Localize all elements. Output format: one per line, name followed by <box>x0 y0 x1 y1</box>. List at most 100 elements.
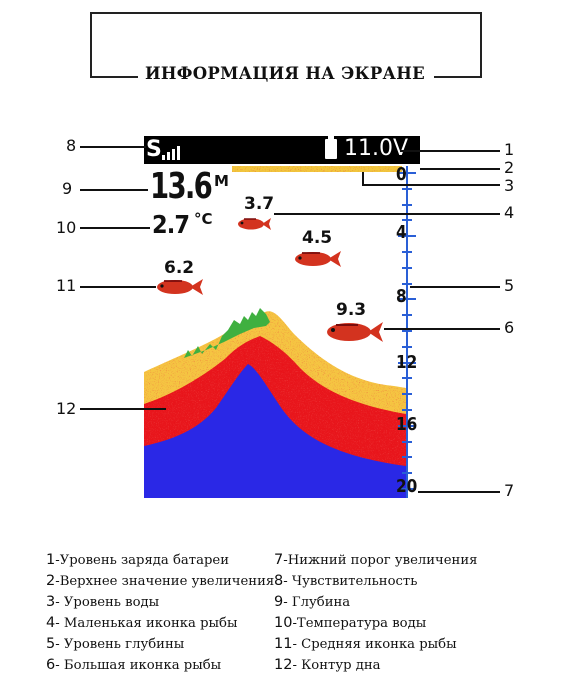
callout-number: 11 <box>56 276 77 295</box>
depth-scale-tick <box>402 314 412 317</box>
legend-item-number: 3 <box>46 594 56 610</box>
legend-item: 2-Верхнее значение увеличения <box>46 573 274 594</box>
legend-item: 7-Нижний порог увеличения <box>274 552 477 573</box>
callout-number: 2 <box>504 158 515 177</box>
depth-scale-label: 4 <box>396 222 407 243</box>
depth-value: 13.6 <box>150 166 213 207</box>
depth-scale-label: 8 <box>396 286 407 307</box>
legend-item-number: 9 <box>274 594 284 610</box>
legend-item-text: -Уровень заряда батареи <box>55 553 229 568</box>
legend-item-number: 1 <box>46 552 56 568</box>
legend-left: 1-Уровень заряда батареи 2-Верхнее значен… <box>46 552 274 678</box>
water-temperature-value: 2.7 <box>152 210 190 239</box>
depth-scale-tick <box>402 472 412 475</box>
callout-line <box>418 491 500 493</box>
legend-item-number: 6 <box>46 657 56 673</box>
large-fish-icon <box>327 322 383 342</box>
legend-item: 4- Маленькая иконка рыбы <box>46 615 274 636</box>
depth-scale-tick <box>402 377 412 380</box>
fishfinder-screen: S 11.0V 13.6 M 2.7 °C 3.7 4.5 6.2 9.3 0 … <box>144 136 420 498</box>
callout-line <box>384 328 500 330</box>
callout-line <box>420 168 500 170</box>
legend-item-text: -Температура воды <box>292 616 427 631</box>
legend-item: 11- Средняя иконка рыбы <box>274 636 477 657</box>
legend-item-text: -Верхнее значение увеличения <box>55 574 275 589</box>
callout-line <box>362 172 364 184</box>
legend-item-number: 7 <box>274 552 284 568</box>
legend-item-number: 11 <box>274 636 293 652</box>
medium-fish-icon <box>295 251 341 267</box>
callout-line <box>274 213 500 215</box>
depth-scale-tick <box>398 488 416 490</box>
callout-number: 7 <box>504 481 515 500</box>
legend-item: 12- Контур дна <box>274 657 477 678</box>
depth-scale-label: 0 <box>396 164 407 185</box>
sensitivity-indicator: S <box>146 137 162 162</box>
callout-line <box>80 286 156 288</box>
legend-item-text: - Большая иконка рыбы <box>55 658 222 673</box>
depth-scale-tick <box>402 456 412 459</box>
legend-item-text: - Маленькая иконка рыбы <box>55 616 238 631</box>
legend-item-number: 4 <box>46 615 56 631</box>
callout-line <box>80 189 148 191</box>
legend-item-text: -Нижний порог увеличения <box>283 553 478 568</box>
legend-item: 3- Уровень воды <box>46 594 274 615</box>
legend-item-number: 8 <box>274 573 284 589</box>
water-temperature-unit: °C <box>194 210 213 228</box>
callout-number: 9 <box>62 179 73 198</box>
depth-scale-tick <box>402 266 412 269</box>
depth-scale-label: 20 <box>396 476 418 497</box>
medium-fish-icon <box>157 279 203 295</box>
small-fish-icon <box>238 218 271 230</box>
legend-right: 7-Нижний порог увеличения 8- Чувствительн… <box>274 552 477 678</box>
legend-item-text: - Контур дна <box>292 658 381 673</box>
depth-scale-tick <box>402 393 412 396</box>
callout-number: 12 <box>56 399 77 418</box>
callout-number: 5 <box>504 276 515 295</box>
fish-depth-label: 6.2 <box>164 258 195 278</box>
callout-line <box>410 286 500 288</box>
callout-number: 8 <box>66 136 77 155</box>
battery-voltage: 11.0V <box>344 136 409 161</box>
legend-item: 8- Чувствительность <box>274 573 477 594</box>
legend-item: 9- Глубина <box>274 594 477 615</box>
battery-icon <box>325 136 337 159</box>
signal-bars-icon <box>162 142 184 160</box>
depth-scale-tick <box>398 172 416 174</box>
callout-number: 4 <box>504 203 515 222</box>
legend-item-number: 12 <box>274 657 293 673</box>
depth-scale-line <box>406 166 408 498</box>
depth-scale-label: 12 <box>396 352 418 373</box>
depth-scale-tick <box>402 282 412 285</box>
depth-scale-tick <box>402 409 412 411</box>
legend-item: 1-Уровень заряда батареи <box>46 552 274 573</box>
callout-number: 6 <box>504 318 515 337</box>
legend-item-text: - Уровень воды <box>55 595 160 610</box>
depth-scale-label: 16 <box>396 414 418 435</box>
legend-item-number: 10 <box>274 615 293 631</box>
fish-depth-label: 4.5 <box>302 228 333 248</box>
sonar-bottom-contour <box>144 166 406 498</box>
callout-number: 10 <box>56 218 77 237</box>
depth-scale-tick <box>402 440 412 443</box>
depth-scale-tick <box>402 187 412 190</box>
depth-scale-tick <box>398 235 416 238</box>
fish-depth-label: 3.7 <box>244 194 275 214</box>
depth-unit: M <box>214 172 229 190</box>
callout-line <box>362 184 500 186</box>
legend-item-text: - Чувствительность <box>283 574 418 589</box>
fish-depth-label: 9.3 <box>336 300 367 320</box>
depth-scale-tick <box>398 298 416 301</box>
page-title: ИНФОРМАЦИЯ НА ЭКРАНЕ <box>144 64 426 83</box>
depth-scale-tick <box>402 219 412 222</box>
depth-scale-tick <box>402 330 412 332</box>
legend-item-text: - Уровень глубины <box>55 637 185 652</box>
callout-line <box>80 227 150 229</box>
legend-item-text: - Средняя иконка рыбы <box>292 637 457 652</box>
legend-item: 10-Температура воды <box>274 615 477 636</box>
legend-item: 5- Уровень глубины <box>46 636 274 657</box>
depth-scale-tick <box>398 361 416 364</box>
legend-item-number: 2 <box>46 573 56 589</box>
depth-scale-tick <box>402 203 412 206</box>
callout-line <box>80 408 166 410</box>
